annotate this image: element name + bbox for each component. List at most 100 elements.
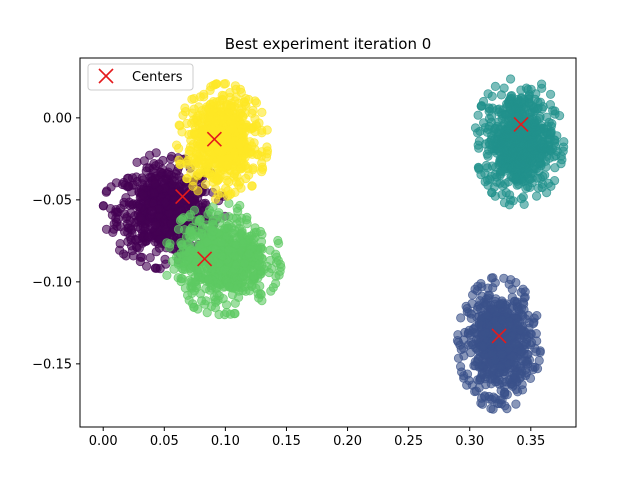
data-point [549, 135, 560, 145]
data-point [490, 191, 500, 201]
data-point [248, 122, 258, 132]
legend-box [87, 63, 194, 91]
data-point [165, 230, 175, 240]
data-point [476, 101, 487, 111]
data-point [481, 310, 491, 320]
data-point [247, 181, 257, 191]
data-point [472, 128, 483, 138]
data-point [203, 275, 213, 285]
data-point [174, 120, 184, 130]
data-point [531, 191, 542, 201]
data-point [155, 263, 165, 274]
data-point [208, 227, 218, 237]
data-point [211, 194, 221, 204]
data-point [108, 227, 118, 237]
data-point [214, 291, 224, 301]
data-point [467, 298, 477, 309]
data-point [462, 369, 473, 379]
data-point [475, 361, 485, 371]
data-point [486, 403, 496, 414]
y-tick-label: −0.15 [32, 357, 72, 372]
data-point [475, 296, 485, 306]
data-point [182, 118, 192, 129]
data-point [500, 401, 510, 411]
center-marker [206, 131, 222, 147]
data-point [518, 161, 528, 171]
data-point [518, 192, 528, 202]
data-point [189, 302, 199, 312]
data-point [480, 139, 491, 149]
data-point [181, 186, 192, 196]
data-point [480, 177, 490, 187]
data-point [541, 162, 551, 172]
data-point [516, 346, 526, 356]
data-point [157, 164, 167, 174]
data-point [228, 124, 238, 134]
data-point [149, 188, 159, 198]
data-point [199, 92, 209, 102]
data-point [480, 391, 490, 401]
data-point [509, 163, 520, 174]
data-point [217, 90, 227, 101]
data-point [507, 301, 517, 311]
data-point [190, 128, 200, 138]
data-point [201, 159, 211, 169]
data-point [530, 94, 540, 105]
data-point [529, 317, 539, 327]
data-point [218, 113, 229, 123]
data-point [547, 119, 557, 129]
data-point [518, 284, 528, 294]
data-point [219, 264, 230, 275]
data-point [270, 249, 281, 259]
data-point [128, 251, 138, 261]
data-point [499, 273, 509, 283]
data-point [515, 138, 526, 148]
data-point [202, 237, 212, 247]
data-point [216, 238, 227, 248]
data-point [109, 219, 119, 229]
x-tick-label: 0.25 [394, 434, 423, 449]
x-tick-label: 0.30 [455, 434, 484, 449]
cluster-3-points [162, 198, 286, 320]
data-point [494, 107, 504, 117]
data-point [519, 299, 529, 309]
y-tick-label: −0.05 [32, 193, 72, 208]
data-point [496, 339, 506, 349]
data-point [184, 275, 194, 285]
data-point [225, 190, 235, 200]
x-tick-label: 0.20 [333, 434, 362, 449]
data-point [471, 335, 481, 345]
data-point [202, 102, 212, 112]
data-point [482, 163, 492, 173]
data-point [486, 273, 497, 283]
data-point [257, 162, 267, 172]
data-point [224, 177, 234, 187]
data-point [497, 315, 507, 325]
data-point [458, 343, 469, 353]
data-point [231, 260, 241, 270]
center-marker [197, 251, 213, 267]
data-point [522, 182, 533, 192]
data-point [160, 225, 170, 235]
data-point [515, 98, 526, 108]
data-point [517, 379, 527, 390]
data-point [275, 266, 285, 276]
cluster-2-points [470, 74, 569, 210]
data-point [230, 96, 240, 106]
data-point [234, 139, 244, 149]
data-point [543, 178, 554, 188]
legend-label-centers: Centers [132, 70, 183, 85]
centers-layer [175, 116, 529, 344]
data-point [187, 94, 197, 104]
data-point [241, 173, 251, 184]
data-point [102, 186, 112, 196]
data-point [217, 147, 227, 157]
data-point [477, 369, 487, 379]
data-point [166, 219, 176, 229]
data-point [526, 337, 537, 348]
data-point [478, 341, 488, 351]
data-point [213, 210, 223, 220]
data-point [556, 151, 566, 161]
data-point [515, 369, 526, 379]
y-tick-label: −0.10 [32, 275, 72, 290]
